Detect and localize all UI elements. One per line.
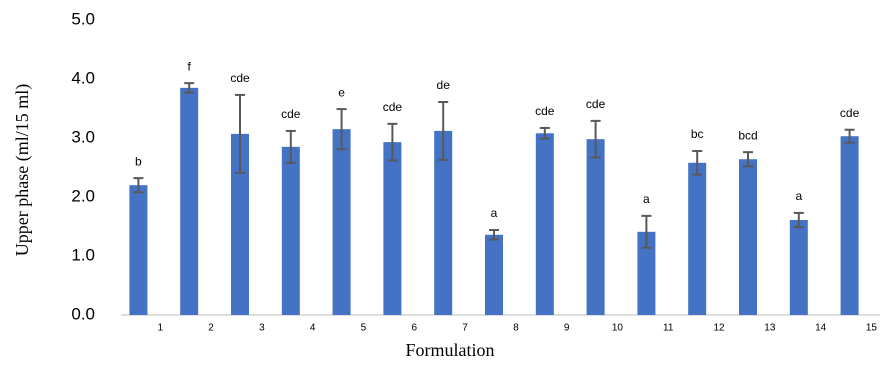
x-tick-label: 4 [310, 323, 316, 334]
significance-label: de [437, 78, 451, 92]
bar [586, 139, 605, 315]
x-tick-label: 5 [361, 323, 367, 334]
x-tick-label: 3 [259, 323, 265, 334]
x-tick-label: 7 [462, 323, 468, 334]
y-tick-label: 0.0 [71, 304, 95, 323]
y-tick-label: 5.0 [71, 9, 95, 28]
significance-label: a [491, 206, 498, 220]
y-tick-label: 2.0 [71, 186, 95, 205]
x-axis-title: Formulation [406, 340, 495, 360]
bar [840, 136, 859, 315]
x-tick-label: 14 [815, 323, 827, 334]
significance-label: cde [281, 107, 301, 121]
significance-label: cde [535, 104, 555, 118]
x-tick-label: 6 [411, 323, 417, 334]
x-tick-label: 12 [713, 323, 725, 334]
bar [485, 234, 503, 315]
y-axis-title: Upper phase (ml/15 ml) [12, 84, 33, 256]
x-tick-label: 10 [612, 323, 624, 334]
bar [281, 146, 300, 315]
y-tick-label: 3.0 [71, 127, 95, 146]
significance-label: f [188, 59, 192, 73]
bar [180, 87, 199, 315]
significance-label: e [338, 85, 345, 99]
y-tick-label: 4.0 [71, 68, 95, 87]
bar [739, 159, 757, 315]
bar [789, 220, 808, 315]
significance-label: cde [586, 97, 606, 111]
significance-label: bc [691, 127, 704, 141]
significance-label: cde [383, 100, 403, 114]
bar [535, 133, 554, 315]
x-tick-label: 8 [513, 323, 519, 334]
bar [688, 162, 707, 315]
bar [434, 130, 453, 315]
bar [231, 133, 249, 315]
significance-label: a [795, 189, 802, 203]
x-tick-label: 1 [157, 323, 163, 334]
bar [332, 129, 351, 315]
bar [129, 185, 148, 315]
significance-label: b [135, 154, 142, 168]
x-tick-label: 13 [764, 323, 776, 334]
x-tick-label: 11 [663, 323, 674, 334]
x-tick-label: 9 [564, 323, 570, 334]
significance-label: cde [230, 71, 250, 85]
y-tick-label: 1.0 [71, 245, 95, 264]
bar [383, 142, 402, 315]
x-tick-label: 15 [866, 323, 878, 334]
bar [637, 231, 656, 315]
x-tick-label: 2 [208, 323, 214, 334]
significance-label: cde [840, 106, 860, 120]
significance-label: bcd [738, 128, 757, 142]
significance-label: a [643, 192, 650, 206]
